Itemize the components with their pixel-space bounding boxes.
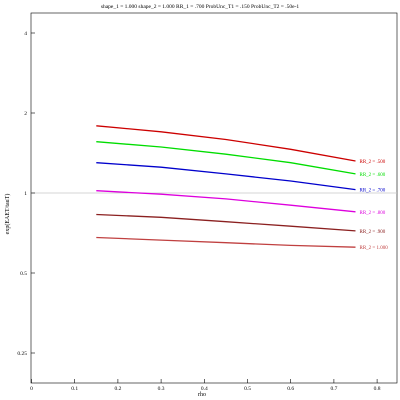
series-line <box>96 125 356 162</box>
series-layer <box>96 125 356 248</box>
x-tick-label: 0.8 <box>374 386 381 392</box>
y-tick-label: 0.5 <box>20 271 27 277</box>
y-tick-label: 1 <box>24 191 27 197</box>
series-label-layer: RR_2 = .500 RR_2 = .600 RR_2 = .700 RR_2 = … <box>360 160 389 251</box>
series-label: RR_2 = .500 <box>360 160 386 165</box>
plot-border <box>30 12 398 384</box>
series-line <box>96 141 356 175</box>
x-tick-label: 0.4 <box>201 386 208 392</box>
y-axis-title: exp(EAET/tauT) <box>4 194 11 235</box>
x-axis-title: rho <box>198 392 206 398</box>
x-tick-label: 0.7 <box>330 386 337 392</box>
x-tick-label: 0.1 <box>71 386 78 392</box>
series-line <box>96 190 356 213</box>
series-label: RR_2 = .700 <box>360 189 386 194</box>
y-tick-label: 2 <box>24 111 27 117</box>
series-line <box>96 162 356 191</box>
x-tick-label: 0.2 <box>114 386 121 392</box>
y-axis: 0.25 0.5 1 2 4 <box>17 31 35 357</box>
series-label: RR_2 = .600 <box>360 173 386 178</box>
x-tick-label: 0 <box>30 386 33 392</box>
series-label: RR_2 = .800 <box>360 211 386 216</box>
series-line <box>96 236 356 248</box>
x-tick-label: 0.6 <box>287 386 294 392</box>
series-label: RR_2 = .900 <box>360 230 386 235</box>
x-tick-label: 0.5 <box>244 386 251 392</box>
plot-frame <box>30 12 398 384</box>
x-axis: 0 0.1 0.2 0.3 0.4 0.5 0.6 0.7 0.8 <box>30 379 381 392</box>
y-tick-label: 0.25 <box>17 351 27 357</box>
y-tick-label: 4 <box>24 31 27 37</box>
series-label: RR_2 = 1.000 <box>360 246 389 251</box>
series-line <box>96 213 356 232</box>
chart-title: shape_1 = 1.000 shape_2 = 1.000 RR_1 = .… <box>101 4 300 10</box>
x-tick-label: 0.3 <box>158 386 165 392</box>
